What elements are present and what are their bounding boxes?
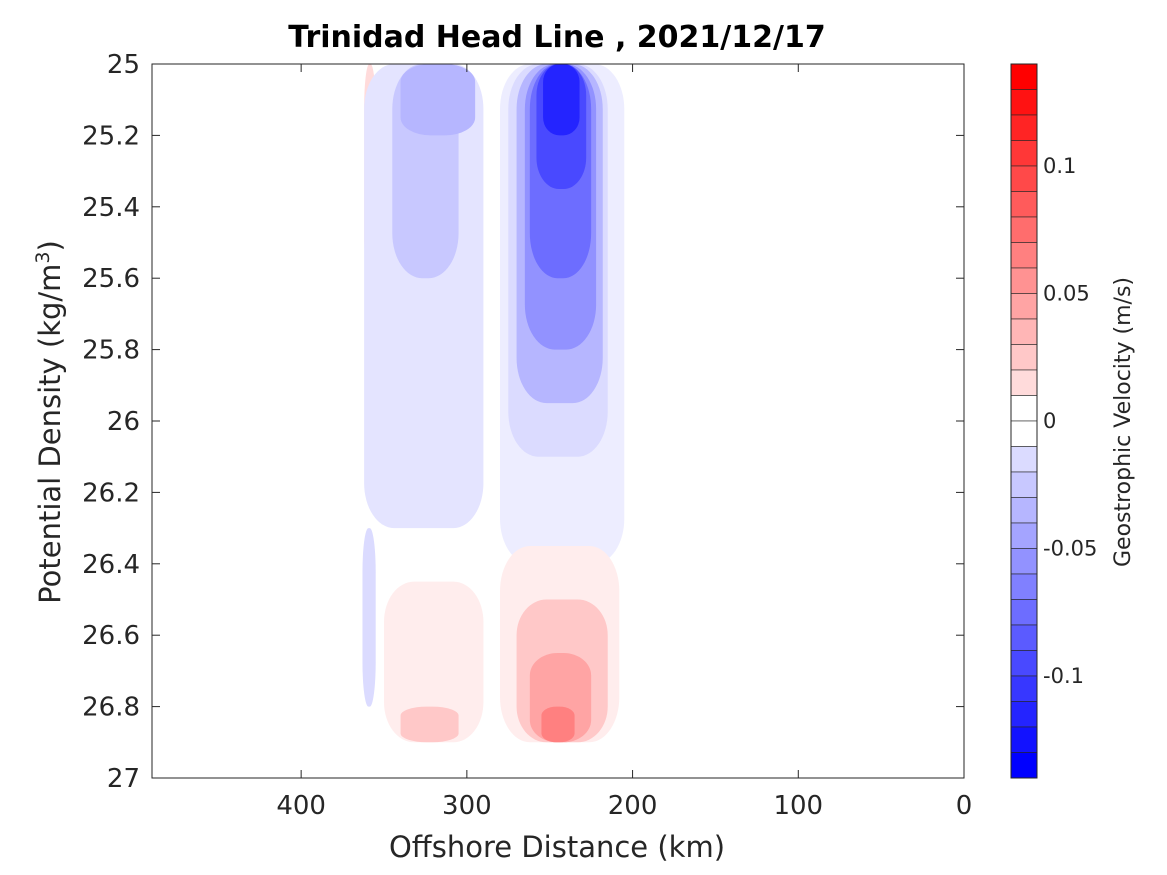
y-tick-label: 26 <box>107 407 140 437</box>
x-tick-label: 200 <box>608 791 658 821</box>
colorbar-swatch <box>1010 191 1038 218</box>
colorbar-swatch <box>1010 471 1038 498</box>
y-tick-label: 26.6 <box>82 621 140 651</box>
colorbar-tick-label: 0.05 <box>1043 282 1090 306</box>
colorbar-swatch <box>1010 293 1038 320</box>
y-axis-label-close: ) <box>33 240 67 251</box>
colorbar-swatch <box>1010 114 1038 141</box>
y-tick-label: 26.4 <box>82 550 140 580</box>
contour-blue-west-core <box>400 64 476 136</box>
colorbar-swatch <box>1010 624 1038 651</box>
colorbar-swatch <box>1010 395 1038 422</box>
colorbar-swatch <box>1010 344 1038 371</box>
y-axis-label-superscript: 3 <box>32 251 54 263</box>
contour-red-deep-west-core <box>400 706 459 743</box>
colorbar-swatch <box>1010 63 1038 90</box>
colorbar-swatch <box>1010 573 1038 600</box>
colorbar-swatch <box>1010 726 1038 753</box>
y-axis-label-main: Potential Density (kg/m <box>33 264 67 604</box>
y-tick-label: 25.8 <box>82 336 140 366</box>
x-tick-label: 300 <box>442 791 492 821</box>
colorbar-tick-label: -0.1 <box>1043 664 1084 688</box>
colorbar-swatch <box>1010 446 1038 473</box>
colorbar-tick-label: 0 <box>1043 409 1056 433</box>
colorbar-swatch <box>1010 675 1038 702</box>
contour-red-deep-core-level-4 <box>541 706 575 743</box>
colorbar-swatch <box>1010 369 1038 396</box>
colorbar-swatch <box>1010 242 1038 269</box>
y-tick-label: 25.4 <box>82 193 140 223</box>
y-tick-label: 25 <box>107 50 140 80</box>
colorbar-swatch <box>1010 650 1038 677</box>
y-tick-label: 27 <box>107 764 140 794</box>
colorbar-tick-label: -0.05 <box>1043 537 1097 561</box>
colorbar-swatch <box>1010 318 1038 345</box>
x-tick-label: 0 <box>956 791 973 821</box>
y-tick-label: 26.8 <box>82 693 140 723</box>
colorbar-swatch <box>1010 599 1038 626</box>
colorbar-swatch <box>1010 165 1038 192</box>
colorbar: 0.1 0.05 0 -0.05 -0.1 <box>1010 63 1097 779</box>
colorbar-swatch <box>1010 752 1038 779</box>
y-axis-label: Potential Density (kg/m3) <box>32 240 67 604</box>
colorbar-swatch <box>1010 89 1038 116</box>
contour-blue-core-level-7 <box>543 64 580 136</box>
colorbar-swatch <box>1010 548 1038 575</box>
contour-red-deep-west <box>384 581 484 743</box>
y-tick-label: 25.2 <box>82 121 140 151</box>
colorbar-swatch <box>1010 140 1038 167</box>
colorbar-label: Geostrophic Velocity (m/s) <box>1111 277 1136 567</box>
chart-title: Trinidad Head Line , 2021/12/17 <box>288 20 825 55</box>
axes: 400 300 200 100 0 25 25.2 25.4 25.6 25.8 26 26.2 26.… <box>82 50 972 821</box>
colorbar-swatch <box>1010 267 1038 294</box>
colorbar-swatch <box>1010 216 1038 243</box>
plot-area <box>152 64 964 778</box>
colorbar-swatch <box>1010 701 1038 728</box>
x-tick-label: 400 <box>276 791 326 821</box>
colorbar-tick-label: 0.1 <box>1043 154 1076 178</box>
x-axis-label: Offshore Distance (km) <box>389 830 725 864</box>
colorbar-swatch <box>1010 420 1038 447</box>
colorbar-swatch <box>1010 522 1038 549</box>
y-tick-label: 26.2 <box>82 478 140 508</box>
x-tick-label: 100 <box>773 791 823 821</box>
y-tick-label: 25.6 <box>82 264 140 294</box>
colorbar-frame <box>1010 63 1038 779</box>
contour-blue-strip-deep-west <box>362 528 376 707</box>
colorbar-swatch <box>1010 497 1038 524</box>
